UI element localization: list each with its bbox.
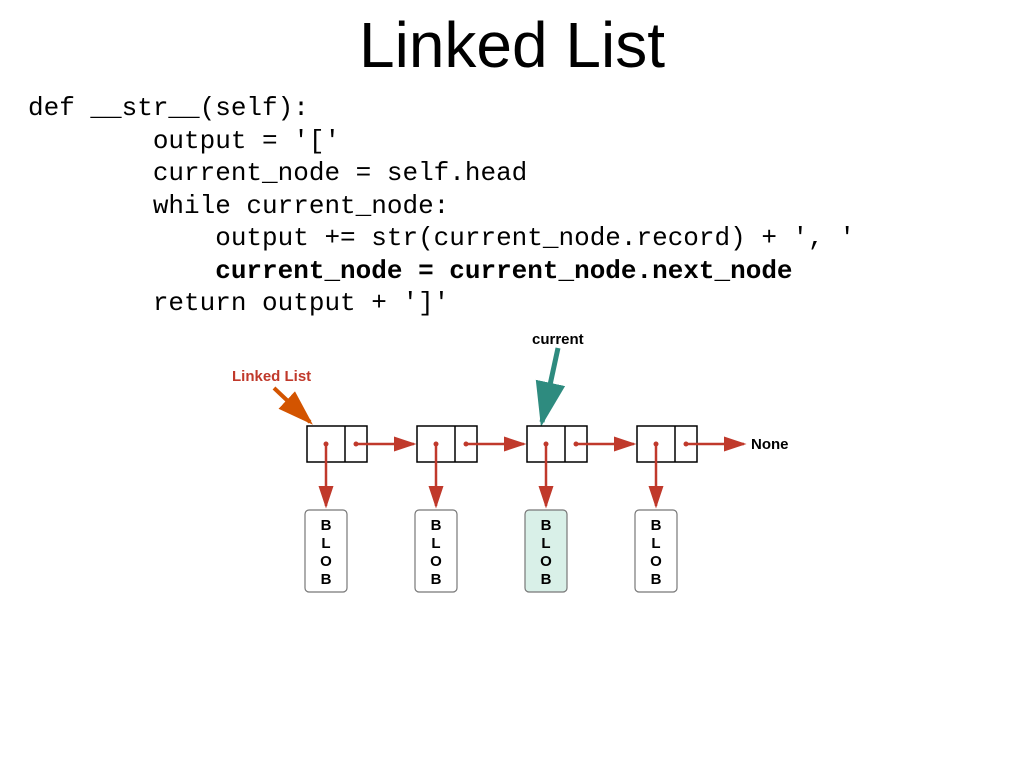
- blob-letter: B: [321, 517, 332, 534]
- blob-letter: O: [540, 553, 552, 570]
- code-line-4: while current_node:: [28, 191, 449, 221]
- blob-letter: O: [430, 553, 442, 570]
- page-title: Linked List: [0, 8, 1024, 82]
- code-line-6: current_node = current_node.next_node: [28, 256, 793, 286]
- blob-letter: B: [541, 571, 552, 588]
- code-block: def __str__(self): output = '[' current_…: [28, 92, 1024, 320]
- none-label: None: [751, 436, 789, 453]
- linked-list-diagram: Linked ListcurrentBLOBBLOBBLOBBLOBNone: [202, 326, 822, 626]
- code-line-7: return output + ']': [28, 288, 449, 318]
- code-line-5: output += str(current_node.record) + ', …: [28, 223, 855, 253]
- blob-letter: L: [321, 535, 330, 552]
- blob-letter: B: [431, 571, 442, 588]
- code-line-3: current_node = self.head: [28, 158, 527, 188]
- blob-letter: L: [651, 535, 660, 552]
- linked-list-pointer-arrow: [274, 388, 310, 422]
- blob-letter: B: [651, 571, 662, 588]
- blob-letter: B: [541, 517, 552, 534]
- current-pointer-arrow: [542, 348, 558, 422]
- blob-letter: B: [431, 517, 442, 534]
- blob-letter: L: [431, 535, 440, 552]
- blob-letter: B: [651, 517, 662, 534]
- diagram-container: Linked ListcurrentBLOBBLOBBLOBBLOBNone: [0, 326, 1024, 626]
- blob-letter: B: [321, 571, 332, 588]
- code-line-2: output = '[': [28, 126, 340, 156]
- blob-letter: L: [541, 535, 550, 552]
- current-label: current: [532, 331, 584, 348]
- blob-letter: O: [320, 553, 332, 570]
- blob-letter: O: [650, 553, 662, 570]
- code-line-1: def __str__(self):: [28, 93, 309, 123]
- linked-list-label: Linked List: [232, 368, 311, 385]
